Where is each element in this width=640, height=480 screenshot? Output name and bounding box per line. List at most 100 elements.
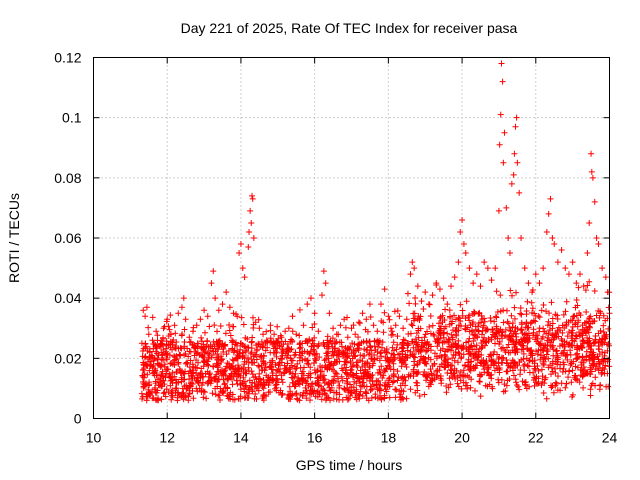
- data-point: [462, 372, 469, 379]
- data-point: [375, 378, 382, 385]
- data-point: [389, 379, 396, 386]
- data-point: [528, 319, 535, 326]
- data-point: [296, 332, 303, 339]
- data-point: [162, 393, 169, 400]
- data-point: [569, 327, 576, 334]
- data-point: [295, 377, 302, 384]
- data-point: [488, 277, 495, 284]
- data-point: [392, 386, 399, 393]
- data-point: [223, 289, 230, 296]
- data-point: [477, 393, 484, 400]
- data-point: [330, 395, 337, 402]
- data-point: [517, 366, 524, 373]
- data-point: [496, 341, 503, 348]
- data-point: [462, 382, 469, 389]
- data-point: [143, 393, 150, 400]
- data-point: [246, 228, 253, 235]
- data-point: [167, 382, 174, 389]
- data-point: [511, 315, 518, 322]
- data-point: [462, 315, 469, 322]
- data-point: [237, 340, 244, 347]
- data-point: [201, 357, 208, 364]
- data-point: [175, 360, 182, 367]
- data-point: [548, 384, 555, 391]
- data-point: [217, 397, 224, 404]
- data-point: [427, 312, 434, 319]
- data-point: [396, 388, 403, 395]
- data-point: [498, 60, 505, 67]
- data-point: [597, 365, 604, 372]
- data-point: [555, 333, 562, 340]
- data-point: [200, 341, 207, 348]
- data-point: [379, 344, 386, 351]
- data-point: [193, 385, 200, 392]
- data-point: [523, 355, 530, 362]
- data-point: [374, 328, 381, 335]
- data-point: [330, 325, 337, 332]
- data-point: [138, 390, 145, 397]
- data-point: [593, 235, 600, 241]
- data-point: [601, 339, 608, 346]
- data-point: [146, 358, 153, 365]
- data-point: [246, 384, 253, 391]
- data-point: [160, 357, 167, 364]
- data-point: [398, 375, 405, 382]
- data-point: [324, 394, 331, 401]
- data-point: [199, 352, 206, 359]
- data-point: [592, 333, 599, 340]
- data-point: [452, 348, 459, 355]
- data-point: [249, 359, 256, 366]
- data-point: [586, 335, 593, 342]
- data-point: [480, 322, 487, 329]
- data-point: [426, 323, 433, 330]
- data-point: [365, 351, 372, 358]
- data-point: [153, 328, 160, 335]
- data-point: [587, 386, 594, 393]
- data-point: [343, 364, 350, 371]
- data-point: [241, 388, 248, 395]
- data-point: [240, 321, 247, 328]
- data-point: [562, 353, 569, 360]
- data-point: [563, 298, 570, 305]
- data-point: [181, 352, 188, 359]
- data-point: [586, 315, 593, 322]
- data-point: [158, 396, 165, 403]
- data-point: [527, 320, 534, 327]
- data-point: [517, 310, 524, 317]
- data-point: [475, 327, 482, 334]
- data-point: [583, 319, 590, 326]
- data-point: [226, 322, 233, 329]
- data-point: [200, 373, 207, 380]
- data-point: [516, 386, 523, 393]
- data-point: [213, 371, 220, 378]
- data-point: [209, 345, 216, 352]
- data-point: [224, 375, 231, 382]
- data-point: [169, 393, 176, 400]
- data-point: [536, 314, 543, 321]
- x-tick-label: 22: [528, 430, 544, 446]
- data-point: [368, 395, 375, 402]
- data-point: [348, 325, 355, 332]
- data-point: [602, 274, 609, 281]
- data-point: [549, 382, 556, 389]
- data-point: [172, 330, 179, 337]
- data-point: [222, 330, 229, 337]
- data-point: [324, 333, 331, 340]
- data-point: [591, 287, 598, 294]
- data-point: [506, 332, 513, 339]
- data-point: [302, 377, 309, 384]
- data-point: [394, 377, 401, 384]
- data-point: [540, 265, 547, 272]
- data-point: [397, 391, 404, 398]
- data-point: [425, 383, 432, 390]
- data-point: [230, 349, 237, 356]
- data-point: [412, 294, 419, 301]
- data-point: [458, 355, 465, 362]
- data-point: [307, 397, 314, 404]
- data-point: [510, 330, 517, 337]
- data-point: [320, 268, 327, 275]
- data-point: [373, 382, 380, 389]
- data-point: [488, 334, 495, 341]
- data-point: [326, 384, 333, 391]
- data-point: [273, 338, 280, 345]
